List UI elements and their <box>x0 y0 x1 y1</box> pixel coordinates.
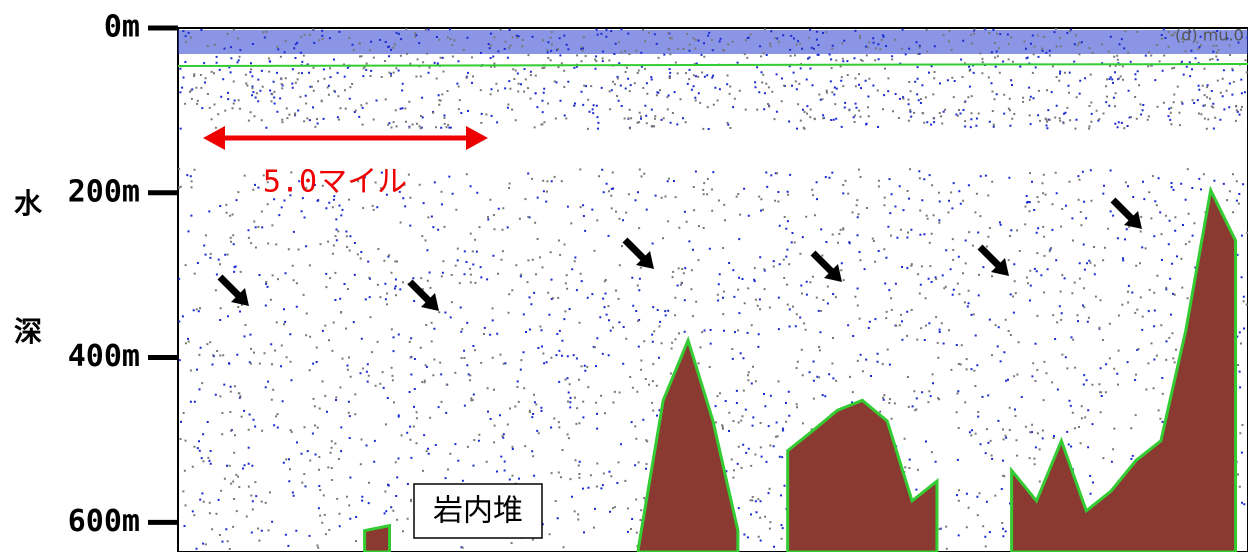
corner-label: (d) mu.0 <box>1175 26 1244 45</box>
chart: (d) mu.0 5.0マイル 岩内堆 水 深 0m 200m 400m 600m <box>0 0 1248 552</box>
y-label: 深 <box>14 315 42 348</box>
y-tick-label: 600m <box>68 504 140 539</box>
y-label: 水 <box>14 187 43 220</box>
y-tick-label: 400m <box>68 339 140 374</box>
distance-label: 5.0マイル <box>263 165 407 200</box>
bank-label: 岩内堆 <box>433 494 523 529</box>
y-tick-label: 0m <box>104 10 140 45</box>
seabed-area <box>365 526 390 552</box>
y-tick-label: 200m <box>68 174 140 209</box>
